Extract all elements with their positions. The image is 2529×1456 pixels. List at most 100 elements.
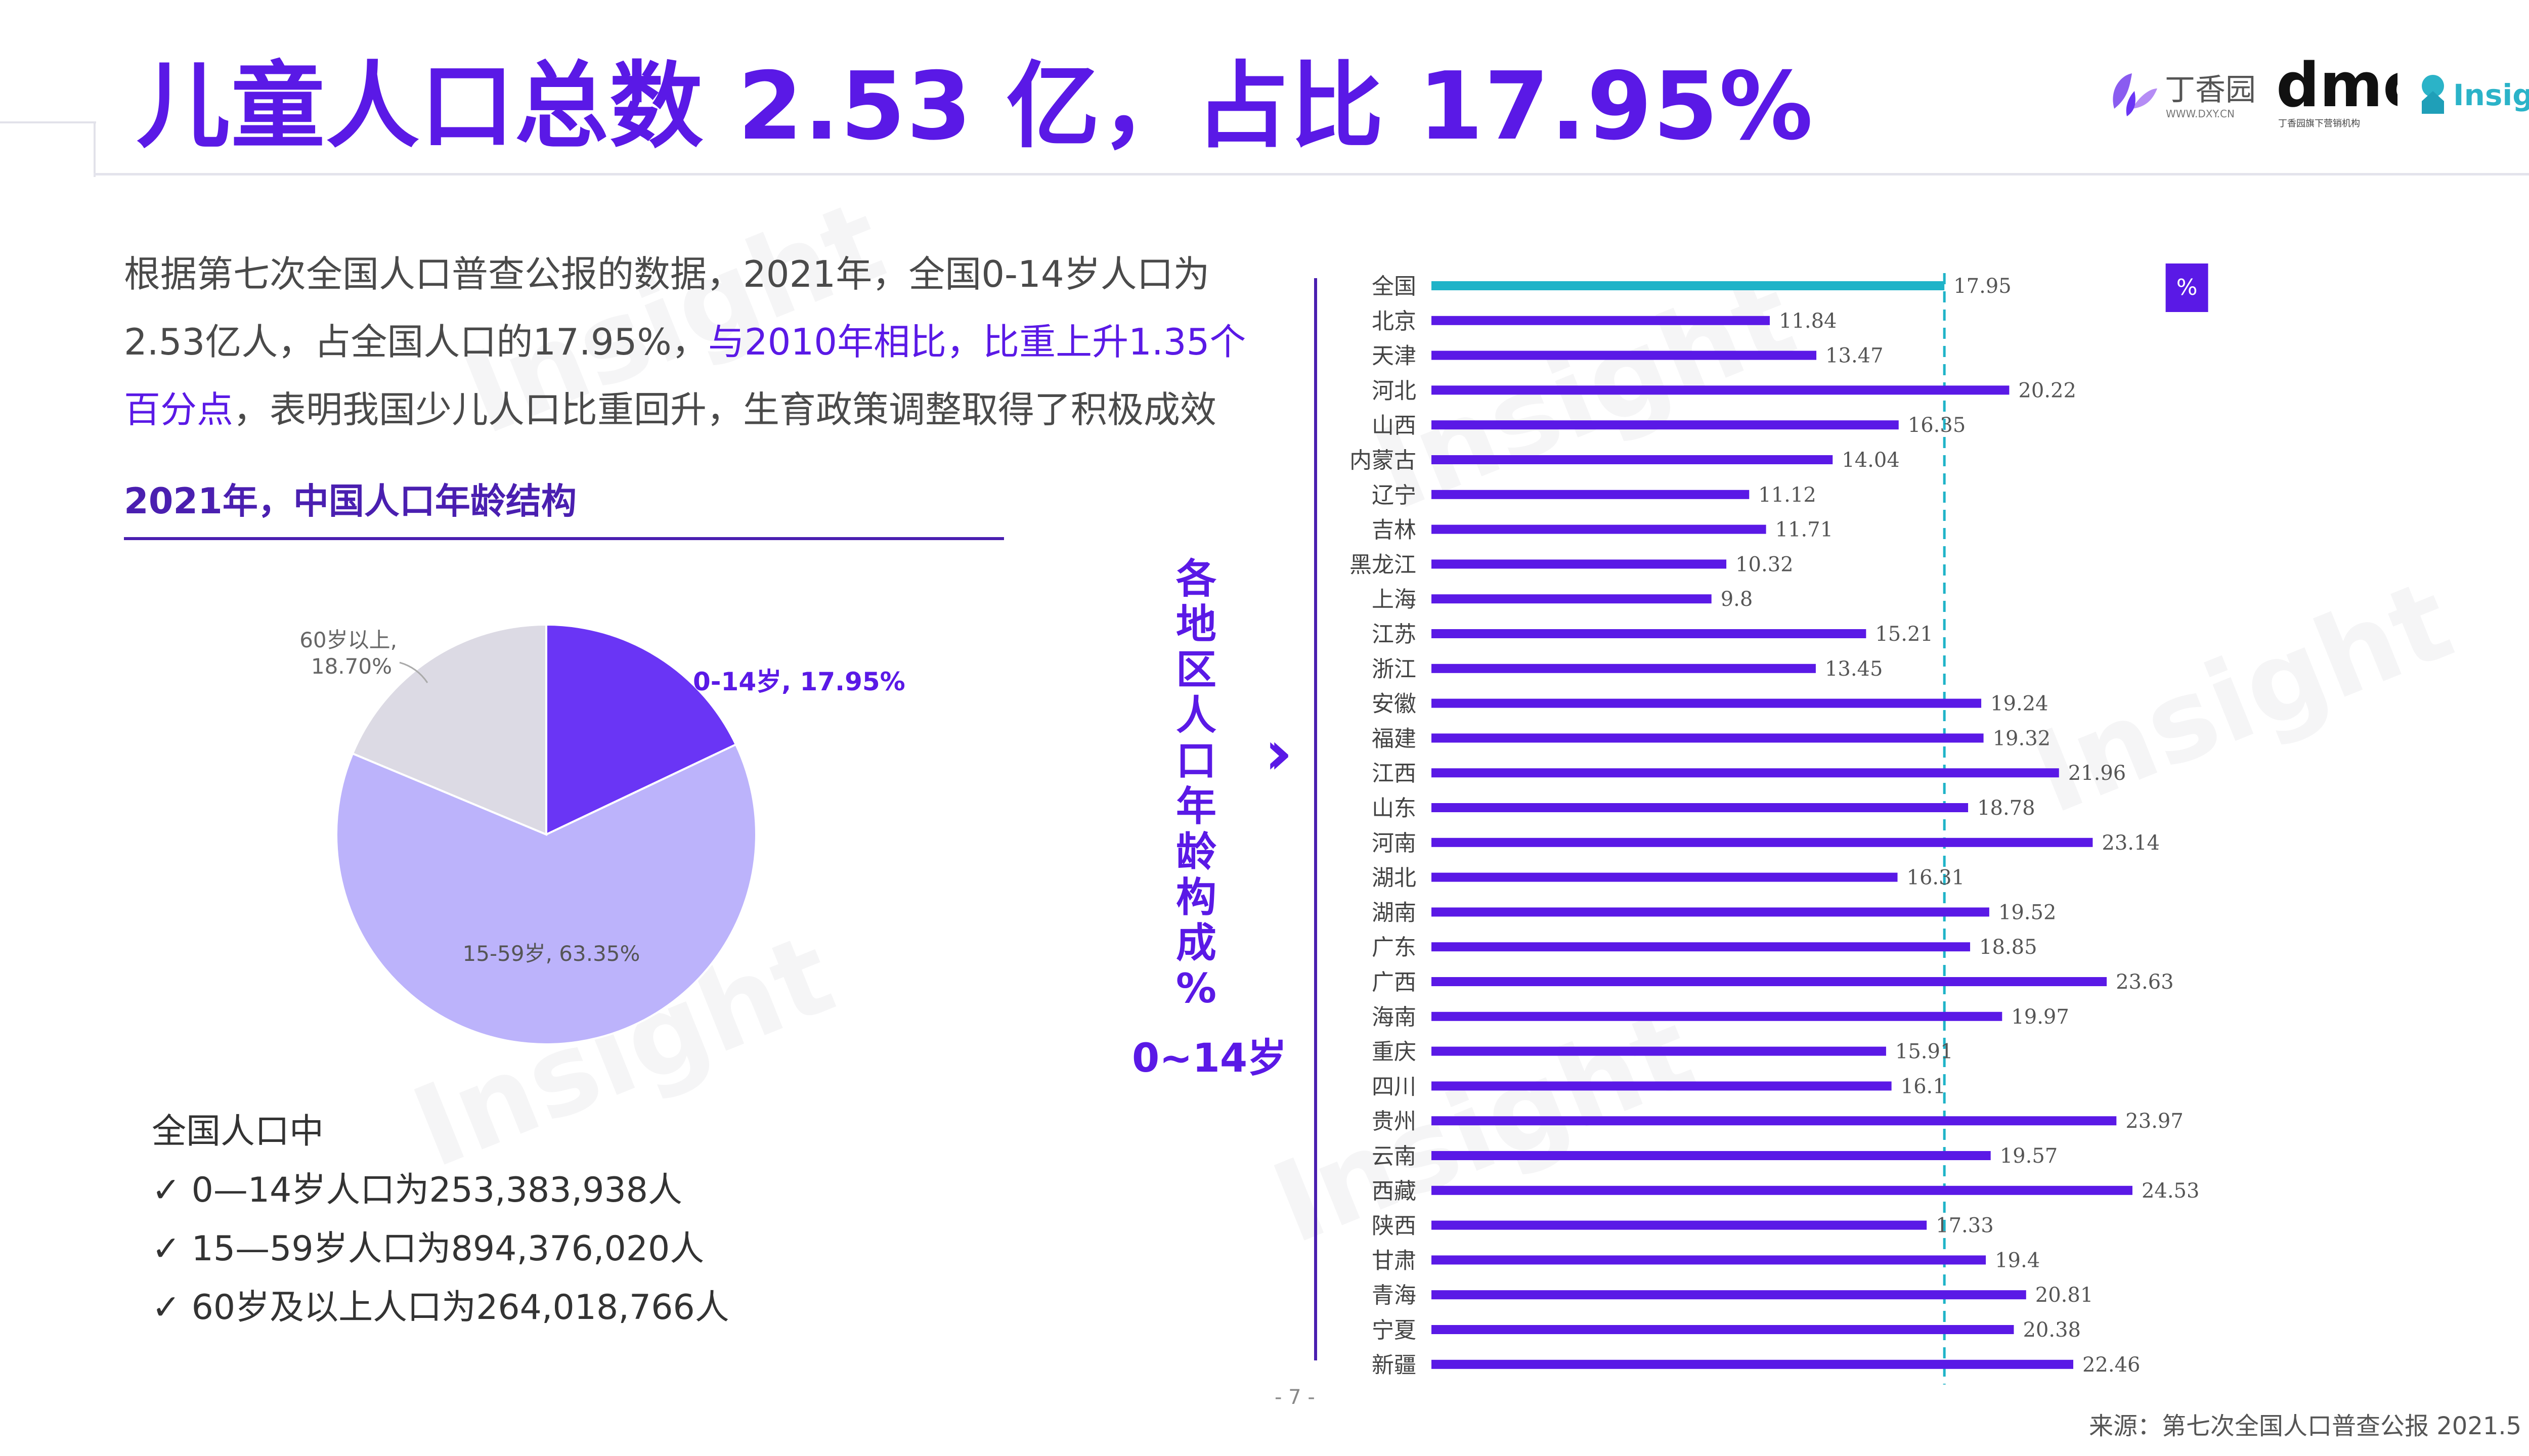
bar-category-label: 北京 [1372,308,1416,334]
header-rule [94,121,96,177]
bar-category-label: 天津 [1372,343,1416,369]
pie-slice-label: 15-59岁, 63.35% [463,941,640,966]
source-note: 来源：第七次全国人口普查公报 2021.5 [2089,1412,2522,1440]
bar [1431,1046,1886,1056]
bar-category-label: 湖北 [1372,865,1416,891]
bar [1431,1359,2073,1369]
bar-value-label: 21.96 [2068,762,2126,785]
bar-value-label: 18.85 [1979,936,2037,959]
bar-category-label: 新疆 [1372,1352,1416,1378]
insight-logo-text: Insight [2453,78,2529,112]
bar-value-label: 23.14 [2102,831,2160,855]
bar-category-label: 广东 [1372,935,1416,960]
stats-item: ✓ 60岁及以上人口为264,018,766人 [152,1288,729,1328]
bar-category-label: 山西 [1372,413,1416,438]
intro-paragraph: 根据第七次全国人口普查公报的数据，2021年，全国0-14岁人口为2.53亿人，… [124,240,1272,444]
chevron-right-icon: ›› [1264,718,1293,788]
bar-value-label: 15.21 [1875,623,1933,646]
bar-category-label: 西藏 [1372,1178,1416,1204]
unit-badge [2165,263,2208,312]
bar [1431,350,1817,360]
bar [1431,977,2107,986]
bar-category-label: 安徽 [1372,691,1416,717]
bar-category-label: 云南 [1372,1143,1416,1169]
bar-category-label: 吉林 [1372,517,1416,543]
bar [1431,942,1971,952]
bar [1431,594,1712,604]
bar-category-label: 山东 [1372,796,1416,821]
page-title: 儿童人口总数 2.53 亿，占比 17.95% [137,52,1814,161]
bar-category-label: 江苏 [1372,622,1416,647]
stats-heading: 全国人口中 [152,1112,324,1152]
bar-value-label: 19.32 [1993,727,2051,750]
bar-category-label: 辽宁 [1372,482,1416,508]
bar-value-label: 20.38 [2023,1318,2081,1342]
bar [1431,1081,1892,1091]
bar [1431,524,1766,534]
bar-value-label: 17.33 [1936,1214,1994,1238]
bar-category-label: 广西 [1372,969,1416,995]
bar-value-label: 13.45 [1825,657,1883,681]
bar-category-label: 福建 [1372,726,1416,752]
bar [1431,1255,1986,1265]
bar-value-label: 19.4 [1995,1249,2040,1272]
label-char: 成 [1176,919,1216,966]
stats-item: ✓ 15—59岁人口为894,376,020人 [152,1229,705,1269]
bar-value-label: 16.35 [1908,414,1966,437]
header-rule [0,121,96,123]
bar-value-label: 13.47 [1825,344,1884,368]
bar-category-label: 重庆 [1372,1039,1416,1065]
bar-value-label: 23.63 [2116,970,2174,994]
pie-slice-label: 60岁以上, [299,628,397,652]
pie-slice [335,743,757,1045]
population-stats: 全国人口中 ✓ 0—14岁人口为253,383,938人 ✓ 15—59岁人口为… [152,1102,729,1337]
label-char: 各 [1176,555,1216,602]
bar-category-label: 河北 [1372,378,1416,404]
dxy-logo-sub: WWW.DXY.CN [2166,108,2235,120]
bar [1431,1325,2014,1334]
insight-logo: Insight [2413,66,2529,121]
age-structure-pie-chart: 0-14岁, 17.95% 15-59岁, 63.35% 60岁以上,18.70% [299,623,905,1045]
pie-title-underline [124,537,1004,540]
label-char: % [1175,965,1217,1012]
bar-category-label: 内蒙古 [1349,448,1416,473]
bar-value-label: 10.32 [1735,553,1794,576]
bar [1431,768,2059,778]
label-char: 龄 [1176,828,1216,875]
regional-chart-label: 各 地 区 人 口 年 龄 构 成 % [1168,556,1224,1011]
bar-value-label: 15.91 [1895,1040,1953,1064]
bar-category-label: 青海 [1372,1283,1416,1308]
bar [1431,907,1989,917]
bar-value-label: 9.8 [1721,588,1753,611]
bar-value-label: 23.97 [2125,1110,2184,1133]
pie-leader-line [399,661,428,683]
bar [1431,455,1833,464]
bar-value-label: 11.12 [1758,483,1816,507]
bar-value-label: 16.1 [1901,1075,1946,1098]
bar [1431,1220,1927,1230]
bar [1431,559,1727,569]
label-char: 构 [1176,874,1216,921]
bar-value-label: 20.22 [2018,379,2076,402]
pie-slice-label: 0-14岁, 17.95% [693,667,905,696]
bar-value-label: 18.78 [1977,797,2035,820]
bar-value-label: 19.97 [2011,1005,2069,1029]
bar-category-label: 江西 [1372,761,1416,786]
bar-category-label: 湖南 [1372,900,1416,925]
bar [1431,872,1898,882]
label-char: 人 [1176,692,1216,739]
bar [1431,1185,2132,1195]
unit-badge-label: % [2176,275,2198,300]
pie-slice-label: 18.70% [311,654,392,679]
regional-bar-chart: 全国 17.95 北京 11.84 天津 13.47 河北 20.22 山西 16.35 内蒙古 14… [1349,263,2208,1385]
bar [1431,1116,2117,1126]
bar-category-label: 浙江 [1372,656,1416,682]
bar-value-label: 14.04 [1842,449,1900,472]
label-char: 口 [1176,737,1216,784]
intro-text: 根据第七次全国人口普查公报的数据，2021年，全国0-14岁人口为2.53亿人，… [124,253,1210,363]
bar [1431,420,1899,430]
label-char: 区 [1176,646,1216,693]
bar [1431,837,2093,847]
bar-category-label: 宁夏 [1372,1317,1416,1343]
bar-value-label: 11.84 [1779,310,1837,333]
